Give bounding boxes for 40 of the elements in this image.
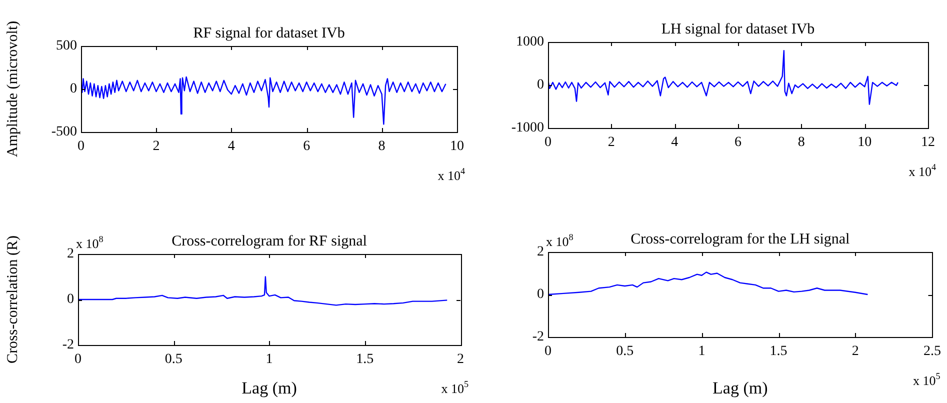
y-tick-label: 2: [67, 246, 74, 262]
x-tick-label: 2: [608, 135, 615, 150]
x-tick-label: 8: [798, 135, 805, 150]
x-tick-label: 2.5: [924, 344, 941, 360]
y-tick-label: 1000: [516, 34, 544, 50]
x-tick-label: 10: [450, 139, 464, 154]
y-tick-label: 500: [56, 38, 77, 54]
chart-title: Cross-correlogram for RF signal: [172, 233, 367, 250]
y-tick-label: 0: [70, 82, 77, 97]
x-tick-label: 2: [852, 344, 859, 360]
x-tick-label: 12: [921, 135, 935, 150]
x-tick-label: 6: [734, 135, 742, 150]
y-tick-label: 0: [537, 78, 544, 93]
x-tick-label: 1: [698, 344, 706, 360]
x-tick-label: 1.5: [356, 352, 374, 368]
x-axis-title: Lag (m): [242, 378, 297, 398]
x-tick-label: 0.5: [164, 352, 182, 368]
x-tick-label: 10: [858, 135, 872, 150]
x-tick-label: 2: [457, 352, 464, 368]
chart-title: Cross-correlogram for the LH signal: [630, 231, 850, 248]
x-tick-label: 2: [152, 139, 160, 154]
y-tick-label: -2: [62, 338, 74, 353]
y-axis-title: Amplitude (microvolt): [4, 20, 21, 158]
y-tick-label: -2: [532, 330, 544, 345]
y-tick-label: 2: [537, 244, 544, 260]
y-axis-title: Cross-correlation (R): [4, 236, 21, 364]
y-tick-label: -1000: [511, 120, 544, 136]
x-tick-label: 8: [378, 139, 386, 154]
x-tick-label: 1: [266, 352, 273, 368]
chart-title: RF signal for dataset IVb: [193, 25, 345, 42]
y-tick-label: 0: [537, 287, 544, 302]
y-tick-label: -500: [51, 124, 77, 140]
x-tick-label: 1.5: [770, 344, 788, 360]
x-tick-label: 4: [228, 139, 235, 154]
y-tick-label: 0: [67, 292, 74, 308]
x-axis-title: Lag (m): [712, 378, 768, 398]
chart-title: LH signal for dataset IVb: [661, 21, 815, 38]
x-tick-label: 6: [303, 139, 310, 154]
x-tick-label: 4: [671, 135, 678, 150]
x-tick-label: 0.5: [616, 344, 634, 360]
